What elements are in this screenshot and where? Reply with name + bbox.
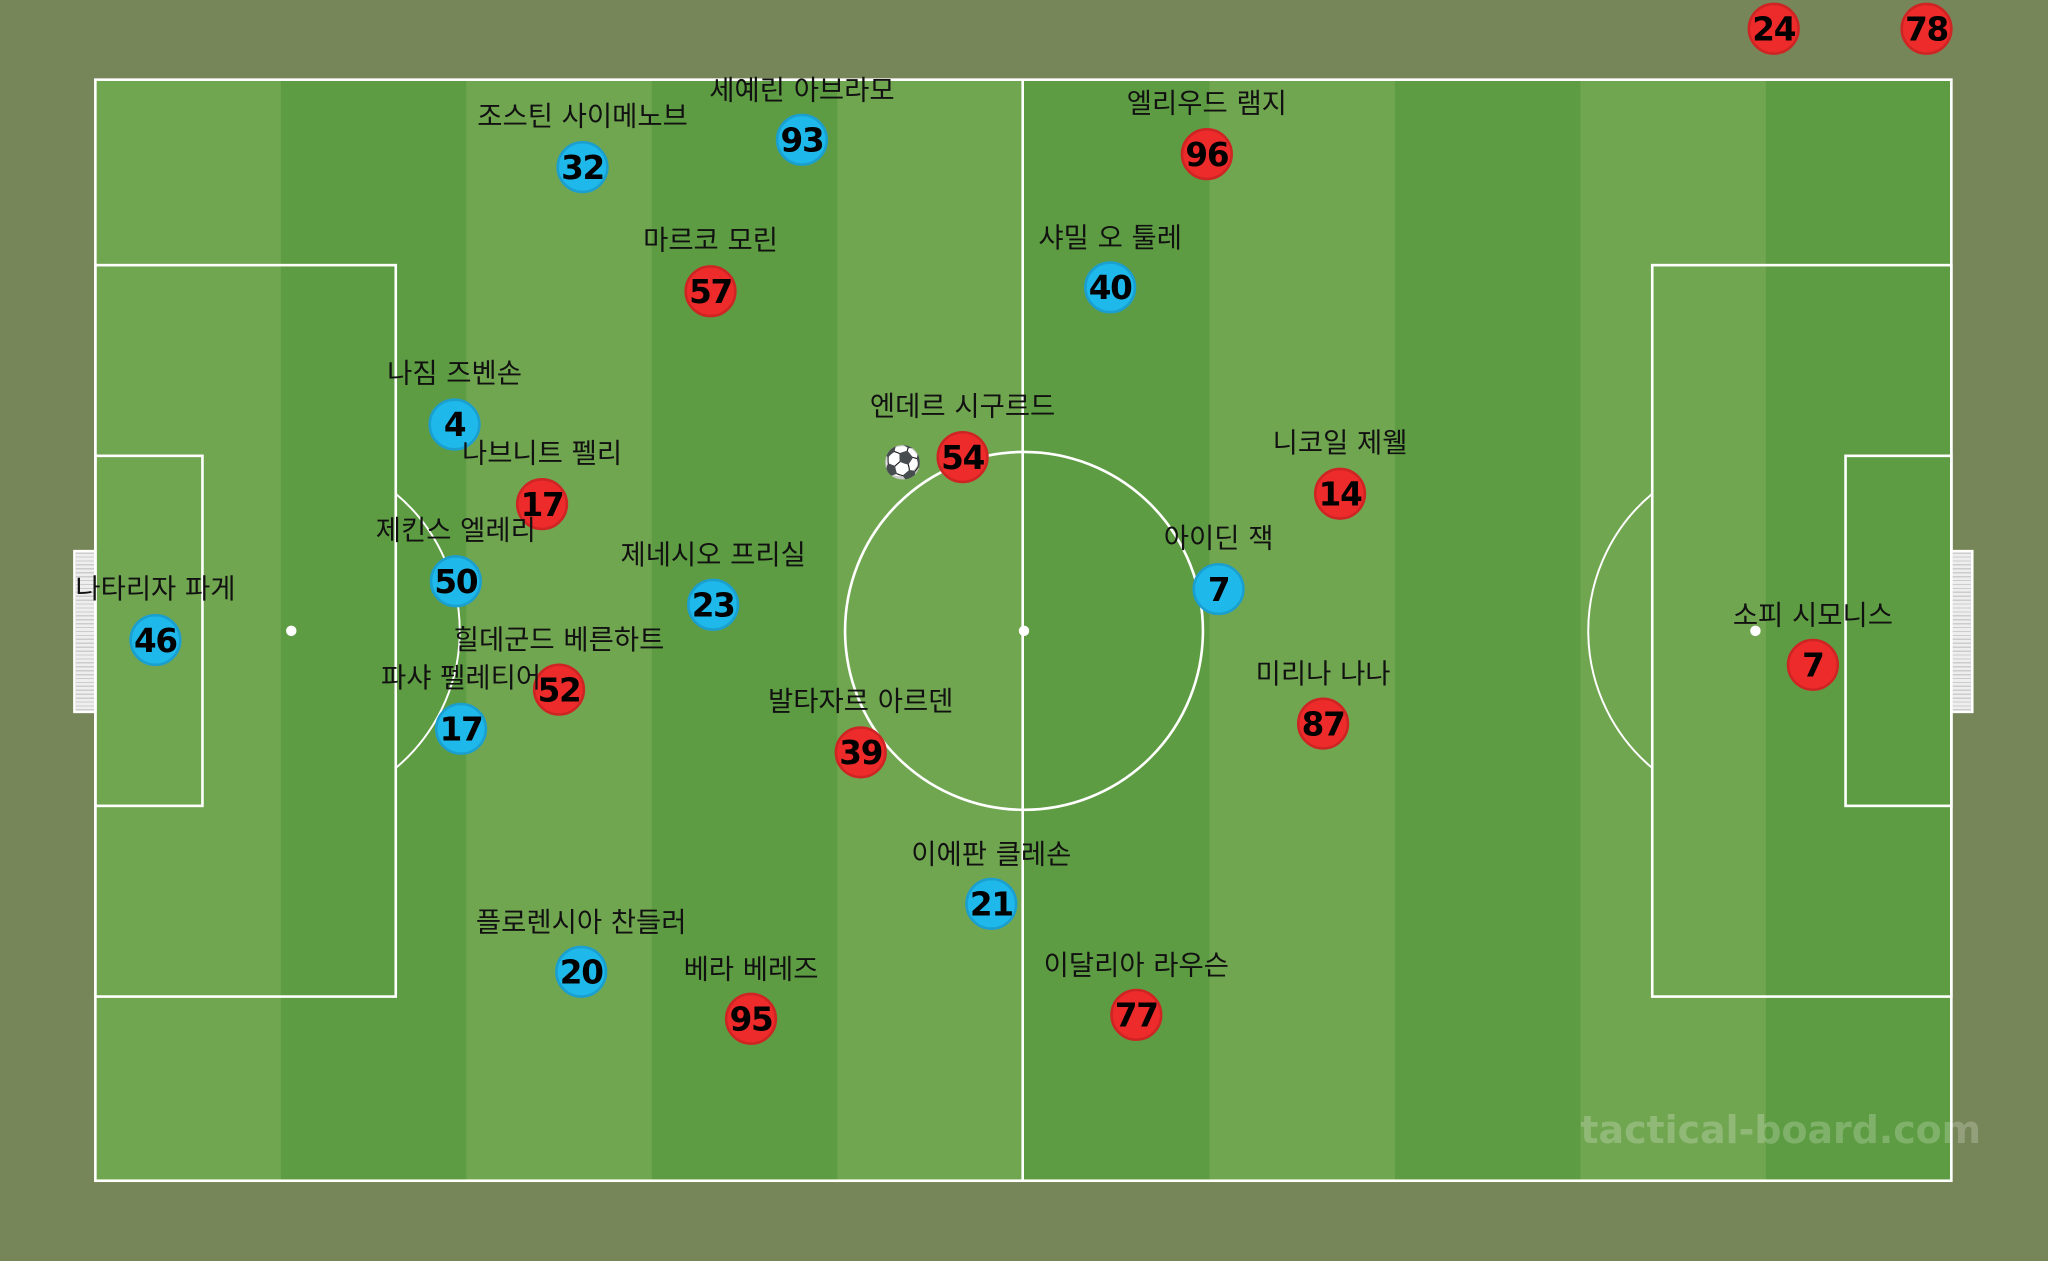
pitch-stripe	[1208, 79, 1396, 1181]
left-goal	[73, 549, 97, 714]
right-goal	[1950, 549, 1974, 714]
player-name: 조스틴 사이메노브	[477, 100, 688, 132]
player-name: 아이딘 잭	[1163, 522, 1274, 554]
player-token-blue[interactable]: 23	[687, 578, 740, 631]
player-token-blue[interactable]: 17	[434, 702, 488, 755]
player-token-blue[interactable]: 32	[556, 141, 609, 194]
player-token-red[interactable]: 54	[936, 431, 989, 484]
soccer-ball-icon[interactable]: ⚽	[883, 444, 923, 481]
pitch-stripe	[1394, 79, 1582, 1181]
player-token-red[interactable]: 87	[1296, 697, 1350, 750]
player-token-red[interactable]: 95	[724, 992, 778, 1045]
player-token-blue[interactable]: 4	[428, 398, 481, 451]
player-name: 힐데군드 베른하트	[453, 624, 665, 656]
player-token-blue[interactable]: 7	[1192, 562, 1245, 616]
player-name: 발타자르 아르덴	[768, 685, 954, 718]
player-name: 미리나 나나	[1255, 658, 1391, 690]
player-token-red[interactable]: 17	[515, 478, 569, 531]
player-name: 나짐 즈벤손	[387, 357, 522, 390]
player-token-red[interactable]: 78	[1900, 2, 1953, 55]
player-name: 제킨스 엘레리	[375, 514, 536, 546]
player-name: 엘리우드 램지	[1126, 87, 1287, 119]
player-name: 니코일 제웰	[1272, 427, 1408, 459]
player-token-red[interactable]: 52	[532, 663, 586, 716]
center-spot	[1018, 625, 1030, 637]
player-name: 나브니트 펠리	[461, 437, 623, 469]
player-name: 이에판 클레손	[911, 838, 1072, 870]
right-penalty-spot	[1750, 625, 1761, 637]
player-name: 파샤 펠레티어	[380, 662, 542, 694]
player-token-red[interactable]: 24	[1747, 2, 1800, 55]
player-token-blue[interactable]: 93	[775, 113, 829, 166]
player-token-blue[interactable]: 21	[965, 877, 1018, 930]
player-token-red[interactable]: 77	[1110, 988, 1163, 1041]
player-token-red[interactable]: 96	[1180, 127, 1233, 181]
pitch-stripe	[466, 79, 654, 1181]
left-penalty-spot	[286, 625, 297, 637]
player-name: 나타리자 파게	[75, 573, 236, 605]
player-name: 세예린 아브라모	[709, 74, 895, 106]
player-name: 이달리아 라우슨	[1043, 949, 1230, 981]
watermark: tactical-board.com	[1580, 1107, 1982, 1152]
player-token-blue[interactable]: 50	[429, 555, 482, 608]
player-token-red[interactable]: 57	[684, 265, 737, 318]
player-name: 플로렌시아 찬들러	[475, 906, 687, 938]
player-name: 샤밀 오 툴레	[1038, 222, 1183, 254]
player-token-red[interactable]: 7	[1786, 638, 1840, 691]
player-name: 베라 베레즈	[683, 953, 819, 985]
center-circle	[843, 450, 1205, 812]
player-token-red[interactable]: 39	[834, 726, 887, 779]
player-token-red[interactable]: 14	[1313, 467, 1367, 520]
player-name: 엔데르 시구르드	[869, 390, 1056, 422]
player-token-blue[interactable]: 20	[555, 945, 608, 998]
player-token-blue[interactable]: 40	[1084, 261, 1137, 314]
player-name: 소피 시모니스	[1732, 599, 1893, 631]
player-name: 마르코 모린	[643, 224, 778, 256]
player-token-blue[interactable]: 46	[129, 613, 182, 667]
player-name: 제네시오 프리실	[620, 539, 806, 571]
